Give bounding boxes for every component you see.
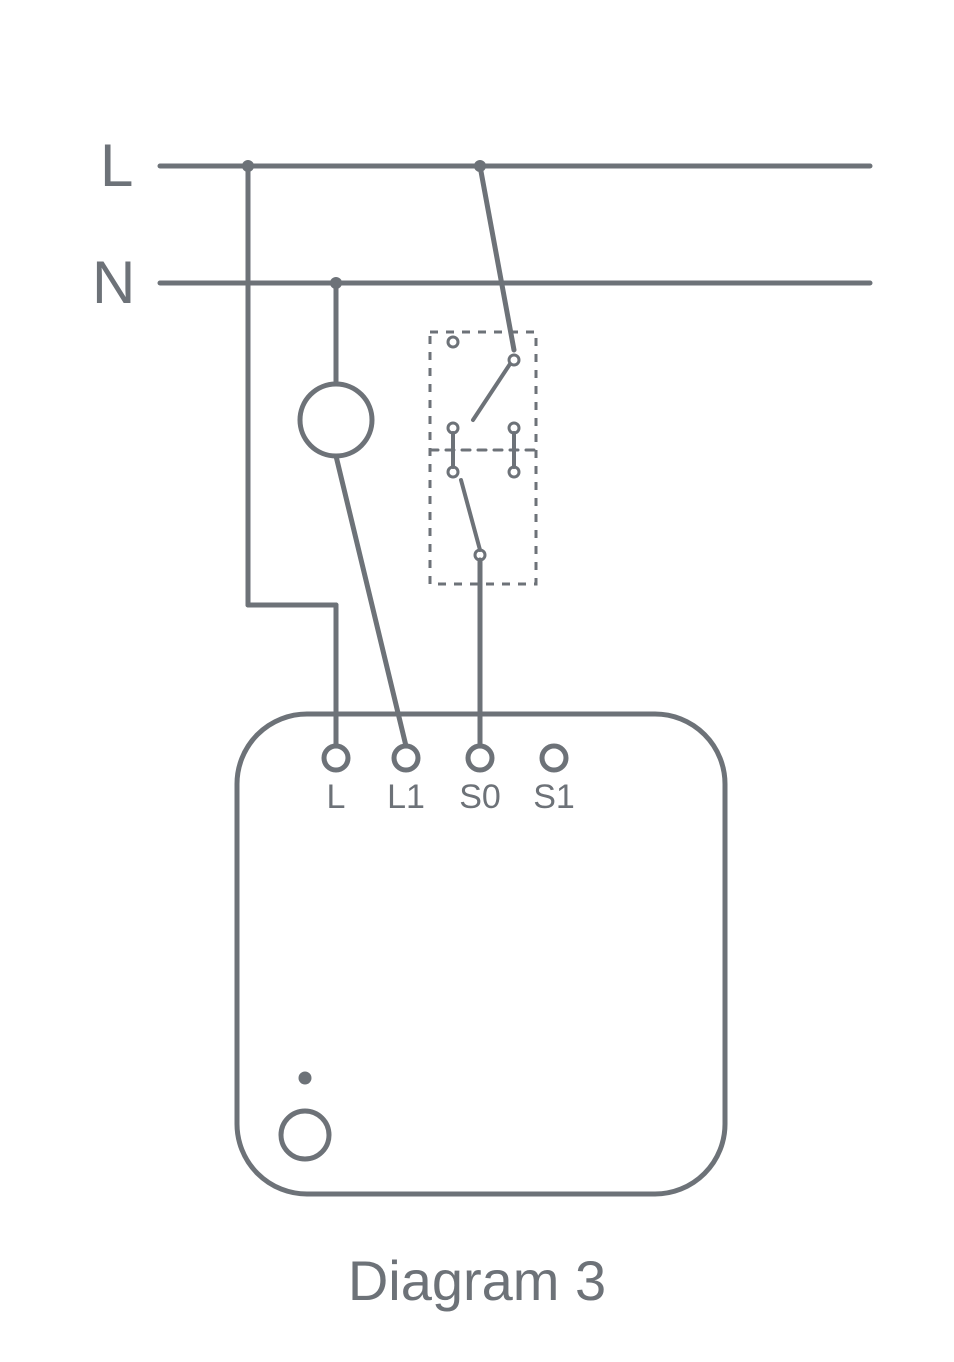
label-live: L	[100, 132, 133, 199]
terminal-label-L: L	[327, 778, 346, 816]
wiring-diagram: LNLL1S0S1Diagram 3	[0, 0, 954, 1362]
lamp-symbol	[300, 384, 372, 456]
device-button	[281, 1111, 329, 1159]
label-neutral: N	[92, 249, 135, 316]
terminal-label-L1: L1	[387, 778, 425, 816]
terminal-L1	[394, 746, 418, 770]
terminal-label-S0: S0	[459, 778, 501, 816]
terminal-S0	[468, 746, 492, 770]
terminal-L	[324, 746, 348, 770]
device-led	[301, 1074, 309, 1082]
switch-group-box	[430, 332, 536, 584]
terminal-S1	[542, 746, 566, 770]
terminal-label-S1: S1	[533, 778, 575, 816]
diagram-title: Diagram 3	[348, 1249, 606, 1312]
